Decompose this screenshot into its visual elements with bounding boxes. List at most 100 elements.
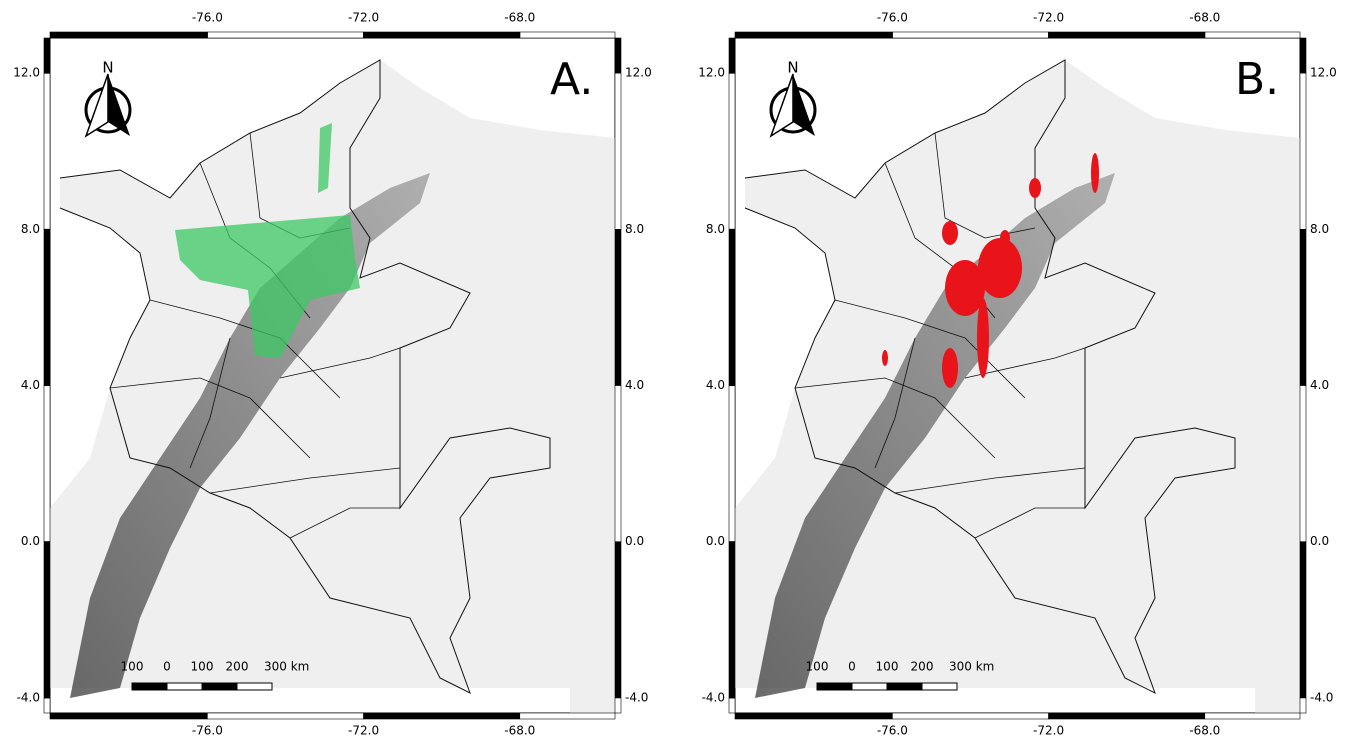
scale-bar-segment: [202, 683, 237, 690]
x-tick-label: -76.0: [877, 11, 908, 25]
border-segment: [729, 229, 735, 385]
scale-bar-label: 100: [806, 660, 829, 674]
y-tick-label: 12.0: [13, 66, 40, 80]
x-tick-label: -72.0: [1033, 724, 1064, 738]
border-segment: [729, 542, 735, 698]
border-segment: [207, 713, 363, 719]
border-segment: [729, 73, 735, 229]
suitable-area: [977, 298, 989, 378]
border-segment: [44, 38, 50, 73]
scale-bar-segment: [852, 683, 887, 690]
border-segment: [615, 542, 621, 698]
suitable-area: [1029, 178, 1041, 198]
border-segment: [44, 542, 50, 698]
y-tick-label: -4.0: [625, 690, 648, 704]
border-segment: [44, 229, 50, 385]
x-tick-label: -76.0: [192, 724, 223, 738]
border-segment: [44, 73, 50, 229]
border-segment: [729, 386, 735, 542]
y-tick-label: 0.0: [706, 534, 725, 548]
y-tick-label: 12.0: [625, 66, 652, 80]
y-tick-label: 4.0: [706, 378, 725, 392]
border-segment: [892, 713, 1048, 719]
border-segment: [735, 713, 892, 719]
border-segment: [520, 32, 615, 38]
border-segment: [50, 713, 207, 719]
scale-bar-segment: [922, 683, 957, 690]
border-segment: [50, 32, 207, 38]
panel-label: B.: [1235, 54, 1279, 105]
y-tick-label: 8.0: [1310, 222, 1329, 236]
border-segment: [615, 386, 621, 542]
suitable-area: [1091, 153, 1099, 193]
border-segment: [615, 698, 621, 713]
x-tick-label: -72.0: [348, 11, 379, 25]
scale-bar-label: 300 km: [264, 660, 309, 674]
suitable-area: [978, 238, 1022, 298]
y-tick-label: 8.0: [625, 222, 644, 236]
border-segment: [364, 713, 520, 719]
x-tick-label: -76.0: [877, 724, 908, 738]
border-segment: [892, 32, 1048, 38]
scale-bar-segment: [167, 683, 202, 690]
y-tick-label: 4.0: [21, 378, 40, 392]
north-label: N: [102, 59, 113, 77]
border-segment: [1205, 32, 1300, 38]
y-tick-label: 12.0: [698, 66, 725, 80]
border-segment: [207, 32, 363, 38]
border-segment: [1049, 32, 1205, 38]
y-tick-label: 0.0: [21, 534, 40, 548]
border-segment: [1300, 386, 1306, 542]
border-segment: [615, 73, 621, 229]
border-segment: [364, 32, 520, 38]
y-tick-label: -4.0: [702, 690, 725, 704]
border-segment: [520, 713, 615, 719]
scale-bar-segment: [887, 683, 922, 690]
border-segment: [1300, 38, 1306, 73]
suitable-area: [942, 348, 958, 388]
scale-bar-label: 200: [911, 660, 934, 674]
x-tick-label: -68.0: [1189, 724, 1220, 738]
border-segment: [615, 229, 621, 385]
y-tick-label: 12.0: [1310, 66, 1337, 80]
y-tick-label: 8.0: [21, 222, 40, 236]
map-panel: -76.0 -76.0 -72.0 -72.0 -68.0 -68.0 12.0 12.0 8.…: [698, 11, 1336, 738]
border-segment: [1300, 542, 1306, 698]
border-segment: [615, 38, 621, 73]
border-segment: [1049, 713, 1205, 719]
y-tick-label: 8.0: [706, 222, 725, 236]
x-tick-label: -68.0: [1189, 11, 1220, 25]
x-tick-label: -72.0: [1033, 11, 1064, 25]
scale-bar-segment: [817, 683, 852, 690]
panel-label: A.: [550, 54, 593, 105]
border-segment: [735, 32, 892, 38]
y-tick-label: -4.0: [1310, 690, 1333, 704]
border-segment: [729, 38, 735, 73]
x-tick-label: -68.0: [504, 724, 535, 738]
border-segment: [1300, 73, 1306, 229]
figure: -76.0 -76.0 -72.0 -72.0 -68.0 -68.0 12.0 12.0 8.…: [0, 0, 1350, 743]
scale-bar-label: 200: [226, 660, 249, 674]
border-segment: [729, 698, 735, 713]
y-tick-label: 0.0: [625, 534, 644, 548]
suitable-area: [882, 350, 888, 366]
y-tick-label: 0.0: [1310, 534, 1329, 548]
north-label: N: [787, 59, 798, 77]
border-segment: [1205, 713, 1300, 719]
x-tick-label: -76.0: [192, 11, 223, 25]
border-segment: [1300, 229, 1306, 385]
y-tick-label: 4.0: [1310, 378, 1329, 392]
scale-bar-segment: [132, 683, 167, 690]
border-segment: [44, 386, 50, 542]
suitable-area: [942, 221, 958, 245]
scale-bar-label: 100: [121, 660, 144, 674]
scale-bar-label: 100: [191, 660, 214, 674]
border-segment: [44, 698, 50, 713]
scale-bar-label: 0: [163, 660, 171, 674]
border-segment: [1300, 698, 1306, 713]
x-tick-label: -68.0: [504, 11, 535, 25]
scale-bar-label: 300 km: [949, 660, 994, 674]
scale-bar-label: 0: [848, 660, 856, 674]
x-tick-label: -72.0: [348, 724, 379, 738]
scale-bar-segment: [237, 683, 272, 690]
